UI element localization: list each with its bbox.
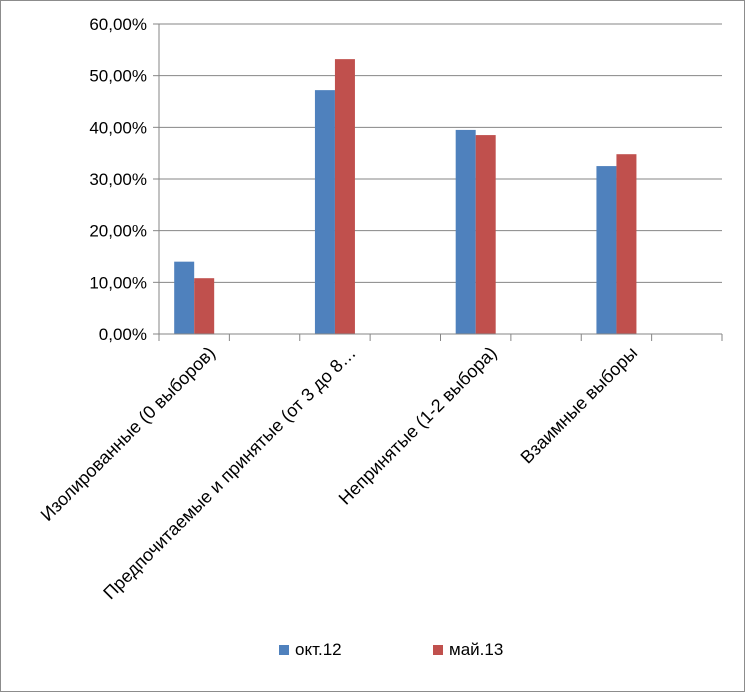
legend-swatch bbox=[279, 645, 289, 655]
y-tick-label: 40,00% bbox=[89, 118, 147, 137]
y-tick-label: 30,00% bbox=[89, 170, 147, 189]
x-axis-category-labels: Изолированные (0 выборов)Предпочитаемые … bbox=[37, 343, 642, 603]
y-tick-label: 60,00% bbox=[89, 15, 147, 34]
y-tick-label: 50,00% bbox=[89, 67, 147, 86]
bar bbox=[455, 129, 476, 334]
legend-label: окт.12 bbox=[295, 640, 342, 659]
bars bbox=[174, 59, 637, 335]
bar bbox=[334, 59, 355, 335]
bar bbox=[596, 166, 617, 334]
y-tick-label: 0,00% bbox=[99, 325, 147, 344]
legend-swatch bbox=[433, 645, 443, 655]
axes bbox=[158, 24, 723, 341]
bar bbox=[475, 135, 496, 334]
legend-label: май.13 bbox=[449, 640, 503, 659]
bar bbox=[616, 154, 637, 334]
x-category-label: Непринятые (1-2 выбора) bbox=[335, 343, 501, 509]
bar bbox=[174, 261, 195, 334]
x-category-label: Предпочитаемые и принятые (от 3 до 8… bbox=[99, 343, 359, 603]
y-tick-label: 20,00% bbox=[89, 222, 147, 241]
x-category-label: Взаимные выборы bbox=[517, 343, 642, 468]
legend: окт.12 май.13 bbox=[279, 640, 503, 659]
gridlines bbox=[153, 23, 722, 335]
bar bbox=[194, 278, 215, 334]
y-tick-label: 10,00% bbox=[89, 273, 147, 292]
bar bbox=[314, 90, 335, 334]
y-axis-tick-labels: 0,00% 10,00% 20,00% 30,00% 40,00% 50,00% 60,00… bbox=[89, 15, 147, 344]
